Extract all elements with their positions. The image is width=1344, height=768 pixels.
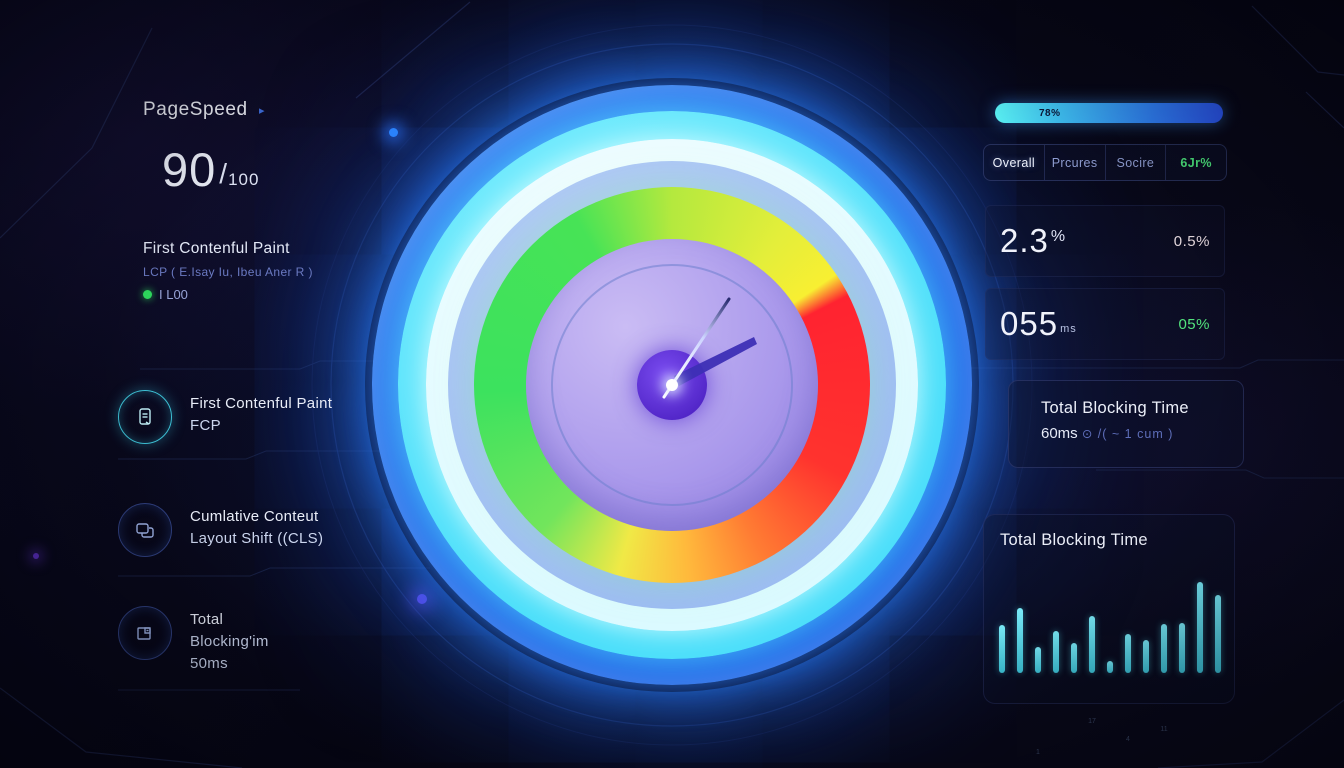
bar-item: 17 [1088, 616, 1096, 725]
summary-block: First Contenful Paint LCP ( E.Isay Iu, I… [143, 240, 313, 302]
bar-item [1179, 623, 1185, 673]
bar-item [1071, 643, 1077, 673]
tab-socire[interactable]: Socire [1106, 145, 1167, 180]
metric-value: 50ms [190, 654, 228, 672]
summary-subtitle: LCP ( E.Isay Iu, Ibeu Aner R ) [143, 265, 313, 279]
metric-title: Total [190, 611, 224, 628]
metric-subtitle: Blocking'im [190, 632, 269, 650]
total-blocking-time-panel: Total Blocking Time 60ms ⊙ /( ~ 1 cum ) [1008, 380, 1244, 468]
bar [1215, 595, 1221, 673]
bar [1071, 643, 1077, 673]
stat-unit: ms [1060, 323, 1077, 335]
stat-row-1: 2.3 % 0.5% [985, 205, 1225, 277]
bar [1017, 608, 1023, 673]
panel-title: Total Blocking Time [1041, 399, 1189, 417]
progress-bar: 78% [995, 103, 1223, 123]
tab-overall[interactable]: Overall [984, 145, 1045, 180]
tbt-value: 60ms [1041, 425, 1078, 442]
bar-item [1143, 640, 1149, 673]
metric-subtitle: Layout Shift ((CLS) [190, 529, 324, 547]
stat-value: 055 [1000, 305, 1059, 342]
bar [1197, 582, 1203, 673]
glow-dot [33, 553, 39, 559]
bar [1143, 640, 1149, 673]
summary-status: I L00 [143, 287, 313, 302]
bar-item: 11 [1160, 624, 1168, 733]
stat-side-value: 05% [1178, 315, 1210, 333]
metric-card-cls[interactable]: Cumlative Conteut Layout Shift ((CLS) [118, 503, 418, 557]
glow-dot [389, 128, 398, 137]
bar-item [1053, 631, 1059, 673]
layers-icon [118, 503, 172, 557]
status-text: I L00 [159, 287, 188, 302]
bar [1089, 616, 1095, 673]
blocks-icon [118, 606, 172, 660]
page-title: PageSpeed [143, 99, 248, 120]
pagespeed-score: 90 / 100 [162, 142, 259, 197]
glow-dot [417, 594, 427, 604]
stat-side-value: 0.5% [1173, 232, 1210, 250]
score-value: 90 [162, 143, 217, 196]
bar-chart: 1 17 4 11 [999, 575, 1221, 756]
x-axis-label: 17 [1088, 718, 1096, 725]
chart-title: Total Blocking Time [1000, 531, 1148, 549]
tab-bar: Overall Prcures Socire 6Jr% [983, 144, 1227, 181]
metric-card-tbt[interactable]: Total Blocking'im 50ms [118, 606, 418, 674]
gauge-dial-inner-ring [551, 264, 793, 506]
summary-title: First Contenful Paint [143, 240, 290, 257]
bar [1125, 634, 1131, 673]
progress-label: 78% [1039, 107, 1061, 119]
bar-item [1215, 595, 1221, 673]
bar [1161, 624, 1167, 673]
document-icon [118, 390, 172, 444]
stat-row-2: 055 ms 05% [985, 288, 1225, 360]
bar [1035, 647, 1041, 673]
metric-title: Cumlative Conteut [190, 508, 319, 525]
x-axis-label: 4 [1126, 736, 1130, 743]
bar [999, 625, 1005, 673]
bar-item [999, 625, 1005, 673]
bar-item [1197, 582, 1203, 673]
bar-item [1107, 661, 1113, 673]
gauge-center-dot [666, 379, 678, 391]
tab-6jr-[interactable]: 6Jr% [1180, 155, 1212, 170]
chevron-right-icon[interactable]: ▸ [259, 105, 265, 117]
tbt-detail: ⊙ /( ~ 1 cum ) [1081, 427, 1174, 441]
performance-gauge [352, 65, 992, 705]
bar [1053, 631, 1059, 673]
tab-prcures[interactable]: Prcures [1045, 145, 1106, 180]
stat-unit: % [1050, 228, 1067, 245]
score-separator: / [219, 158, 228, 189]
score-max: 100 [228, 170, 260, 189]
stat-value: 2.3 [1000, 222, 1049, 259]
bar [1179, 623, 1185, 673]
metric-subtitle: FCP [190, 416, 221, 434]
needle-short [674, 337, 757, 386]
bar-item: 1 [1035, 647, 1041, 756]
status-dot-icon [143, 290, 152, 299]
bar-item [1017, 608, 1023, 673]
metric-title: First Contenful Paint [190, 395, 333, 412]
tbt-chart-panel: Total Blocking Time 1 17 4 11 [983, 514, 1235, 756]
metric-card-fcp[interactable]: First Contenful Paint FCP [118, 390, 418, 444]
bar-item: 4 [1125, 634, 1131, 743]
x-axis-label: 1 [1036, 749, 1040, 756]
x-axis-label: 11 [1160, 726, 1168, 733]
bar [1107, 661, 1113, 673]
